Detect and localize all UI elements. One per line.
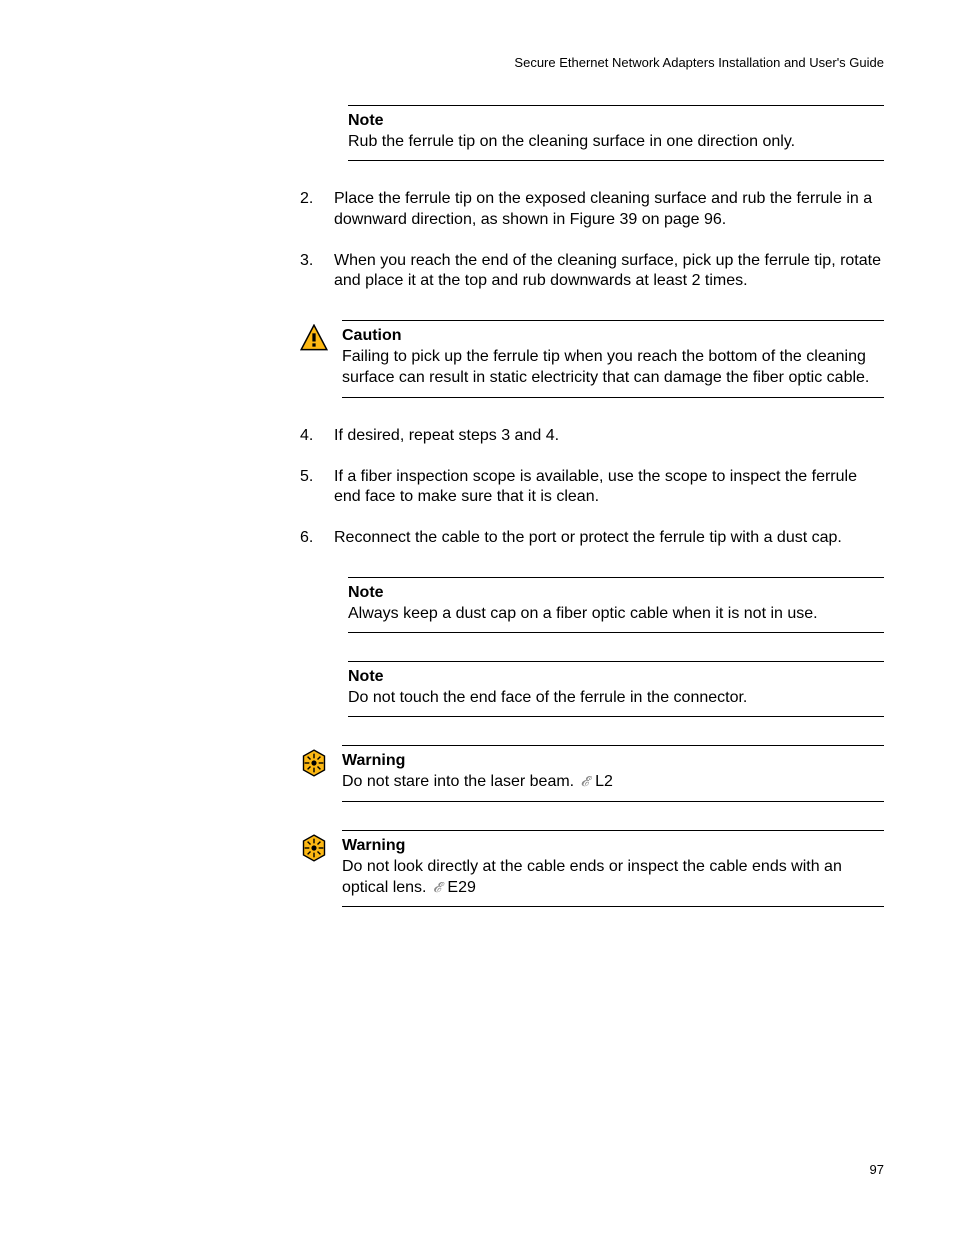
- caution-body: Failing to pick up the ferrule tip when …: [342, 347, 884, 389]
- note-block: Note Always keep a dust cap on a fiber o…: [348, 577, 884, 633]
- warning-code: L2: [595, 773, 613, 790]
- note-body: Do not touch the end face of the ferrule…: [348, 688, 884, 708]
- note-body: Always keep a dust cap on a fiber optic …: [348, 604, 884, 624]
- caution-block: Caution Failing to pick up the ferrule t…: [300, 320, 884, 398]
- warning-text: Do not look directly at the cable ends o…: [342, 858, 842, 896]
- note-block: Note Do not touch the end face of the fe…: [348, 661, 884, 717]
- warning-block: Warning Do not look directly at the cabl…: [300, 830, 884, 908]
- step-number: 3.: [300, 251, 313, 272]
- step-text: Place the ferrule tip on the exposed cle…: [334, 190, 872, 228]
- step-item: 6. Reconnect the cable to the port or pr…: [300, 528, 884, 549]
- caution-icon: [300, 324, 328, 357]
- step-text: Reconnect the cable to the port or prote…: [334, 529, 842, 546]
- step-number: 6.: [300, 528, 313, 549]
- step-item: 3. When you reach the end of the cleanin…: [300, 251, 884, 293]
- step-item: 4. If desired, repeat steps 3 and 4.: [300, 426, 884, 447]
- steps-list: 4. If desired, repeat steps 3 and 4. 5. …: [300, 426, 884, 549]
- step-number: 5.: [300, 467, 313, 488]
- note-title: Note: [348, 584, 884, 602]
- step-number: 4.: [300, 426, 313, 447]
- page-number: 97: [870, 1162, 884, 1177]
- note-block: Note Rub the ferrule tip on the cleaning…: [348, 105, 884, 161]
- warning-body: Do not look directly at the cable ends o…: [342, 857, 884, 899]
- steps-list: 2. Place the ferrule tip on the exposed …: [300, 189, 884, 292]
- step-text: If desired, repeat steps 3 and 4.: [334, 427, 559, 444]
- note-title: Note: [348, 112, 884, 130]
- step-item: 5. If a fiber inspection scope is availa…: [300, 467, 884, 509]
- page-content: Note Rub the ferrule tip on the cleaning…: [300, 105, 884, 935]
- warning-content: Warning Do not stare into the laser beam…: [342, 745, 884, 802]
- warning-icon: [300, 749, 328, 782]
- warning-title: Warning: [342, 752, 884, 770]
- note-body: Rub the ferrule tip on the cleaning surf…: [348, 132, 884, 152]
- warning-block: Warning Do not stare into the laser beam…: [300, 745, 884, 802]
- warning-icon: [300, 834, 328, 867]
- step-text: If a fiber inspection scope is available…: [334, 468, 857, 506]
- caution-content: Caution Failing to pick up the ferrule t…: [342, 320, 884, 398]
- warning-code: E29: [447, 879, 475, 896]
- step-number: 2.: [300, 189, 313, 210]
- caution-title: Caution: [342, 327, 884, 345]
- document-page: Secure Ethernet Network Adapters Install…: [0, 0, 954, 1235]
- warning-body: Do not stare into the laser beam. 𝓔 L2: [342, 772, 884, 793]
- note-title: Note: [348, 668, 884, 686]
- warning-title: Warning: [342, 837, 884, 855]
- reference-icon: 𝓔: [579, 775, 591, 790]
- step-text: When you reach the end of the cleaning s…: [334, 252, 881, 290]
- step-item: 2. Place the ferrule tip on the exposed …: [300, 189, 884, 231]
- warning-content: Warning Do not look directly at the cabl…: [342, 830, 884, 908]
- header-title: Secure Ethernet Network Adapters Install…: [514, 55, 884, 70]
- reference-icon: 𝓔: [431, 881, 443, 896]
- warning-text: Do not stare into the laser beam.: [342, 773, 579, 790]
